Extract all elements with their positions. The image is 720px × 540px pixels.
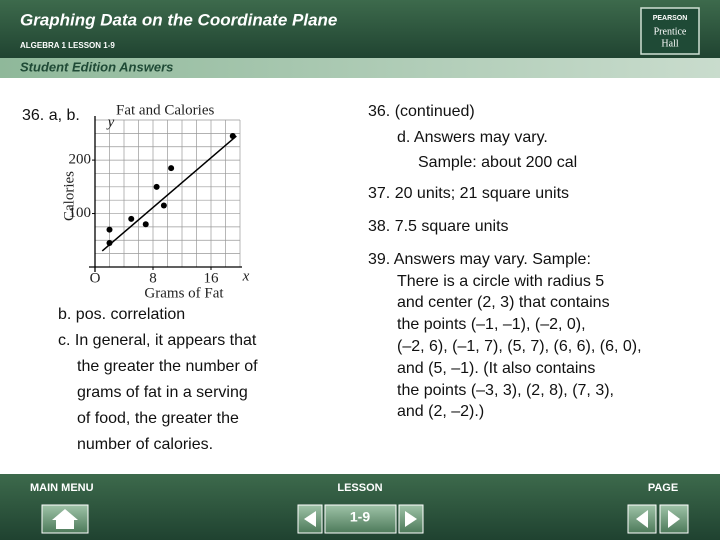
- banner: [0, 58, 720, 78]
- logo-text: Hall: [661, 38, 678, 49]
- answer-line: 38. 7.5 square units: [368, 218, 509, 235]
- page-prev[interactable]: [627, 504, 657, 534]
- answer-line: of food, the greater the: [77, 410, 239, 427]
- y-tick-label: 100: [69, 205, 92, 221]
- lesson-next[interactable]: [398, 504, 424, 534]
- answer-line: and (2, –2).): [397, 403, 484, 420]
- answer-line: 39. Answers may vary. Sample:: [368, 251, 591, 268]
- page-next[interactable]: [659, 504, 689, 534]
- fit-line: [101, 135, 237, 252]
- logo-text: Prentice: [654, 26, 687, 37]
- answer-line: the greater the number of: [77, 358, 258, 375]
- x-tick-label: 16: [204, 270, 220, 286]
- arrow-left[interactable]: [636, 510, 648, 528]
- x-tick-label: O: [90, 270, 101, 286]
- x-axis-title: Grams of Fat: [144, 285, 224, 301]
- answer-line: number of calories.: [77, 436, 213, 453]
- answer-line: Sample: about 200 cal: [418, 154, 577, 171]
- y-axis-name: y: [106, 114, 115, 130]
- subtitle: ALGEBRA 1 LESSON 1-9: [20, 41, 115, 50]
- data-point: [128, 215, 135, 222]
- lesson-prev[interactable]: [297, 504, 323, 534]
- question-label: 36. a, b.: [22, 107, 80, 124]
- logo-text: PEARSON: [653, 15, 688, 22]
- answer-line: b. pos. correlation: [58, 306, 185, 323]
- answer-line: the points (–1, –1), (–2, 0),: [397, 316, 586, 333]
- data-point: [142, 221, 149, 228]
- data-point: [106, 239, 113, 246]
- answer-line: d. Answers may vary.: [397, 129, 548, 146]
- arrow-left[interactable]: [304, 511, 316, 527]
- x-tick-label: 8: [149, 270, 157, 286]
- answer-line: c. In general, it appears that: [58, 332, 257, 349]
- header-bar: [0, 0, 720, 60]
- data-point: [229, 133, 236, 140]
- page-label: PAGE: [648, 482, 678, 494]
- answer-line: and (5, –1). (It also contains: [397, 360, 595, 377]
- arrow-right[interactable]: [668, 510, 680, 528]
- y-tick-label: 200: [69, 152, 92, 168]
- x-axis-name: x: [242, 268, 250, 284]
- home-button[interactable]: [41, 504, 89, 534]
- main-menu-label: MAIN MENU: [30, 482, 94, 494]
- logo-box: [640, 7, 700, 55]
- data-point: [168, 165, 175, 172]
- data-point: [160, 202, 167, 209]
- answer-line: There is a circle with radius 5: [397, 273, 604, 290]
- data-point: [106, 226, 113, 233]
- answer-line: 37. 20 units; 21 square units: [368, 185, 569, 202]
- lesson-number-button[interactable]: 1-9: [324, 504, 397, 534]
- title: Graphing Data on the Coordinate Plane: [20, 10, 337, 29]
- button-frame[interactable]: [324, 504, 397, 534]
- y-axis-title: Calories: [61, 171, 77, 221]
- data-point: [153, 183, 160, 190]
- home-icon[interactable]: [52, 509, 78, 529]
- lesson-number[interactable]: 1-9: [350, 509, 370, 525]
- answer-line: the points (–3, 3), (2, 8), (7, 3),: [397, 382, 614, 399]
- banner-text: Student Edition Answers: [20, 59, 173, 74]
- chart-title: Fat and Calories: [116, 102, 214, 118]
- lesson-label: LESSON: [337, 482, 382, 494]
- answer-line: grams of fat in a serving: [77, 384, 248, 401]
- answer-line: 36. (continued): [368, 103, 475, 120]
- arrow-right[interactable]: [405, 511, 417, 527]
- answer-line: (–2, 6), (–1, 7), (5, 7), (6, 6), (6, 0)…: [397, 338, 642, 355]
- answer-line: and center (2, 3) that contains: [397, 294, 610, 311]
